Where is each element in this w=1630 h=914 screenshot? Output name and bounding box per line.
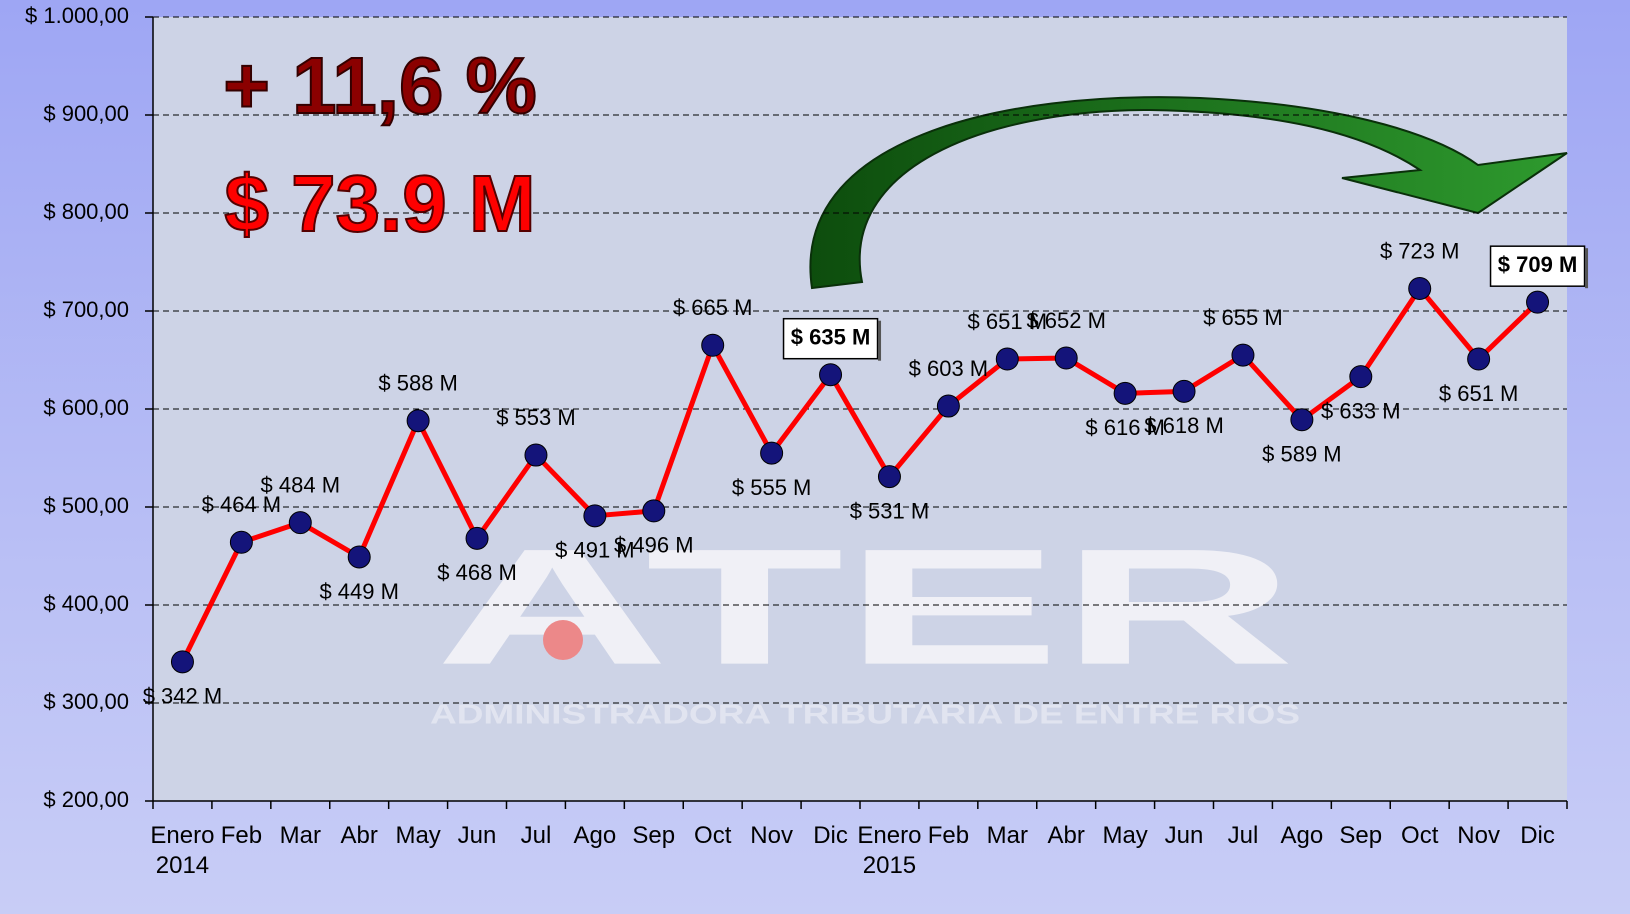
value-label: $ 635 M bbox=[791, 325, 871, 350]
marker bbox=[702, 334, 724, 356]
value-label: $ 633 M bbox=[1321, 398, 1401, 423]
marker bbox=[1173, 380, 1195, 402]
value-label: $ 589 M bbox=[1262, 442, 1342, 467]
marker bbox=[230, 531, 252, 553]
y-tick-label: $ 900,00 bbox=[43, 101, 129, 126]
value-label: $ 723 M bbox=[1380, 238, 1460, 263]
marker bbox=[584, 505, 606, 527]
marker bbox=[1409, 277, 1431, 299]
y-tick-label: $ 500,00 bbox=[43, 493, 129, 518]
marker bbox=[1468, 348, 1490, 370]
marker bbox=[407, 410, 429, 432]
marker bbox=[1291, 409, 1313, 431]
y-tick-label: $ 800,00 bbox=[43, 199, 129, 224]
value-label: $ 553 M bbox=[496, 405, 576, 430]
marker bbox=[820, 364, 842, 386]
value-label: $ 603 M bbox=[909, 356, 989, 381]
marker bbox=[525, 444, 547, 466]
x-tick-label: Dic bbox=[1503, 821, 1573, 851]
value-label: $ 651 M bbox=[1439, 381, 1519, 406]
y-tick-label: $ 1.000,00 bbox=[25, 3, 129, 28]
value-label: $ 531 M bbox=[850, 498, 930, 523]
marker bbox=[1232, 344, 1254, 366]
logo-dot bbox=[543, 620, 583, 660]
value-label: $ 449 M bbox=[319, 579, 399, 604]
marker bbox=[996, 348, 1018, 370]
y-tick-label: $ 200,00 bbox=[43, 787, 129, 812]
y-tick-label: $ 700,00 bbox=[43, 297, 129, 322]
marker bbox=[1055, 347, 1077, 369]
marker bbox=[878, 466, 900, 488]
value-label: $ 342 M bbox=[143, 684, 223, 709]
marker bbox=[761, 442, 783, 464]
annotation: + 11,6 % bbox=[223, 41, 537, 130]
value-label: $ 496 M bbox=[614, 533, 694, 558]
value-label: $ 665 M bbox=[673, 295, 753, 320]
y-tick-label: $ 300,00 bbox=[43, 689, 129, 714]
value-label: $ 618 M bbox=[1144, 413, 1224, 438]
page: ATER ADMINISTRADORA TRIBUTARIA DE ENTRE … bbox=[0, 0, 1630, 914]
annotation: $ 73.9 M bbox=[224, 159, 535, 248]
chart: ATER ADMINISTRADORA TRIBUTARIA DE ENTRE … bbox=[0, 0, 1630, 914]
value-label: $ 709 M bbox=[1498, 252, 1578, 277]
marker bbox=[1350, 366, 1372, 388]
value-label: $ 588 M bbox=[378, 371, 458, 396]
y-tick-label: $ 400,00 bbox=[43, 591, 129, 616]
value-label: $ 468 M bbox=[437, 560, 517, 585]
marker bbox=[289, 512, 311, 534]
marker bbox=[937, 395, 959, 417]
value-label: $ 484 M bbox=[261, 472, 341, 497]
marker bbox=[348, 546, 370, 568]
marker bbox=[466, 527, 488, 549]
marker bbox=[643, 500, 665, 522]
value-label: $ 652 M bbox=[1026, 308, 1106, 333]
y-tick-label: $ 600,00 bbox=[43, 395, 129, 420]
value-label: $ 555 M bbox=[732, 475, 812, 500]
marker bbox=[1114, 382, 1136, 404]
value-label: $ 655 M bbox=[1203, 305, 1283, 330]
marker bbox=[171, 651, 193, 673]
marker bbox=[1527, 291, 1549, 313]
